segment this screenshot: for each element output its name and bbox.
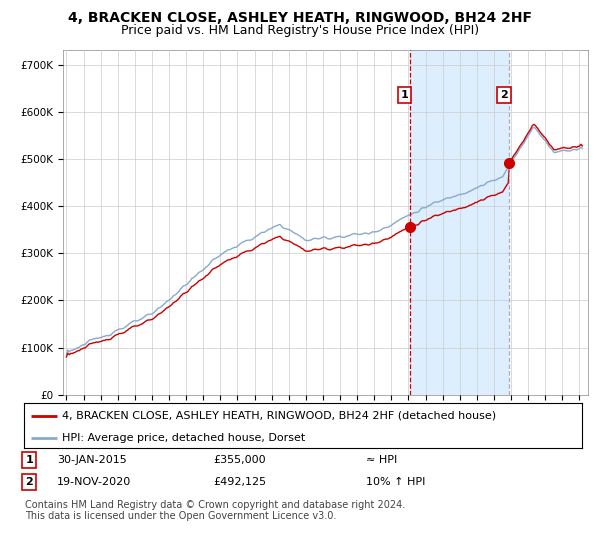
Text: 19-NOV-2020: 19-NOV-2020 (57, 477, 131, 487)
Text: Price paid vs. HM Land Registry's House Price Index (HPI): Price paid vs. HM Land Registry's House … (121, 24, 479, 36)
Text: 10% ↑ HPI: 10% ↑ HPI (366, 477, 425, 487)
Text: £355,000: £355,000 (213, 455, 266, 465)
Text: 2: 2 (500, 90, 508, 100)
Text: 30-JAN-2015: 30-JAN-2015 (57, 455, 127, 465)
Text: 2: 2 (25, 477, 33, 487)
Text: 4, BRACKEN CLOSE, ASHLEY HEATH, RINGWOOD, BH24 2HF (detached house): 4, BRACKEN CLOSE, ASHLEY HEATH, RINGWOOD… (62, 410, 496, 421)
Text: 1: 1 (401, 90, 409, 100)
Text: 4, BRACKEN CLOSE, ASHLEY HEATH, RINGWOOD, BH24 2HF: 4, BRACKEN CLOSE, ASHLEY HEATH, RINGWOOD… (68, 11, 532, 25)
Text: ≈ HPI: ≈ HPI (366, 455, 397, 465)
Text: HPI: Average price, detached house, Dorset: HPI: Average price, detached house, Dors… (62, 433, 305, 443)
Text: Contains HM Land Registry data © Crown copyright and database right 2024.
This d: Contains HM Land Registry data © Crown c… (25, 500, 406, 521)
Text: 1: 1 (25, 455, 33, 465)
Text: £492,125: £492,125 (213, 477, 266, 487)
Bar (410, 50, 509, 395)
